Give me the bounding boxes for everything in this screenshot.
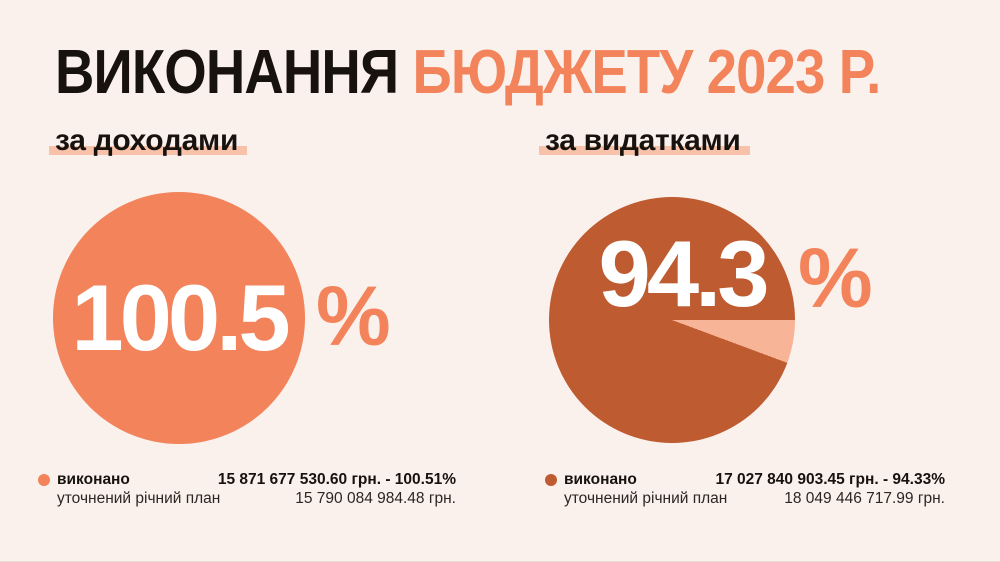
page-title: ВИКОНАННЯ БЮДЖЕТУ 2023 Р.	[55, 38, 882, 107]
revenues-pie-chart: 100.5	[53, 192, 305, 444]
revenues-executed-value: 15 871 677 530.60 грн. - 100.51%	[217, 471, 456, 488]
expenses-subtitle: за видатками	[539, 124, 750, 158]
revenues-legend-plan-row: уточнений річний план 15 790 084 984.48 …	[38, 490, 456, 507]
expenses-legend-executed-row: виконано 17 027 840 903.45 грн. - 94.33%	[545, 471, 945, 488]
revenues-percent-sign: %	[316, 269, 391, 363]
revenues-subtitle-label: за доходами	[55, 124, 239, 157]
revenues-subtitle: за доходами	[49, 124, 248, 158]
expenses-percent-sign: %	[798, 231, 873, 325]
expenses-legend: виконано 17 027 840 903.45 грн. - 94.33%…	[545, 471, 945, 509]
expenses-plan-value: 18 049 446 717.99 грн.	[784, 490, 945, 507]
page-title-orange: БЮДЖЕТУ 2023 Р.	[412, 38, 882, 107]
expenses-plan-label: уточнений річний план	[564, 490, 728, 507]
expenses-subtitle-label: за видатками	[545, 124, 741, 157]
revenues-legend: виконано 15 871 677 530.60 грн. - 100.51…	[38, 471, 456, 509]
revenues-legend-executed-row: виконано 15 871 677 530.60 грн. - 100.51…	[38, 471, 456, 488]
revenues-plan-value: 15 790 084 984.48 грн.	[295, 490, 456, 507]
revenues-plan-label: уточнений річний план	[57, 490, 221, 507]
expenses-legend-dot-icon	[545, 473, 557, 486]
expenses-pie-chart: 94.3	[549, 197, 795, 443]
expenses-executed-value: 17 027 840 903.45 грн. - 94.33%	[715, 471, 945, 488]
expenses-subtitle-highlight	[539, 146, 750, 155]
expenses-percent-value: 94.3	[598, 221, 770, 326]
revenues-subtitle-highlight	[49, 146, 248, 155]
revenues-legend-dot-icon	[38, 473, 50, 486]
revenues-percent-value: 100.5	[71, 265, 290, 370]
expenses-executed-label: виконано	[564, 471, 637, 488]
page-title-black: ВИКОНАННЯ	[55, 38, 413, 107]
expenses-legend-plan-row: уточнений річний план 18 049 446 717.99 …	[545, 490, 945, 507]
revenues-executed-label: виконано	[57, 471, 130, 488]
